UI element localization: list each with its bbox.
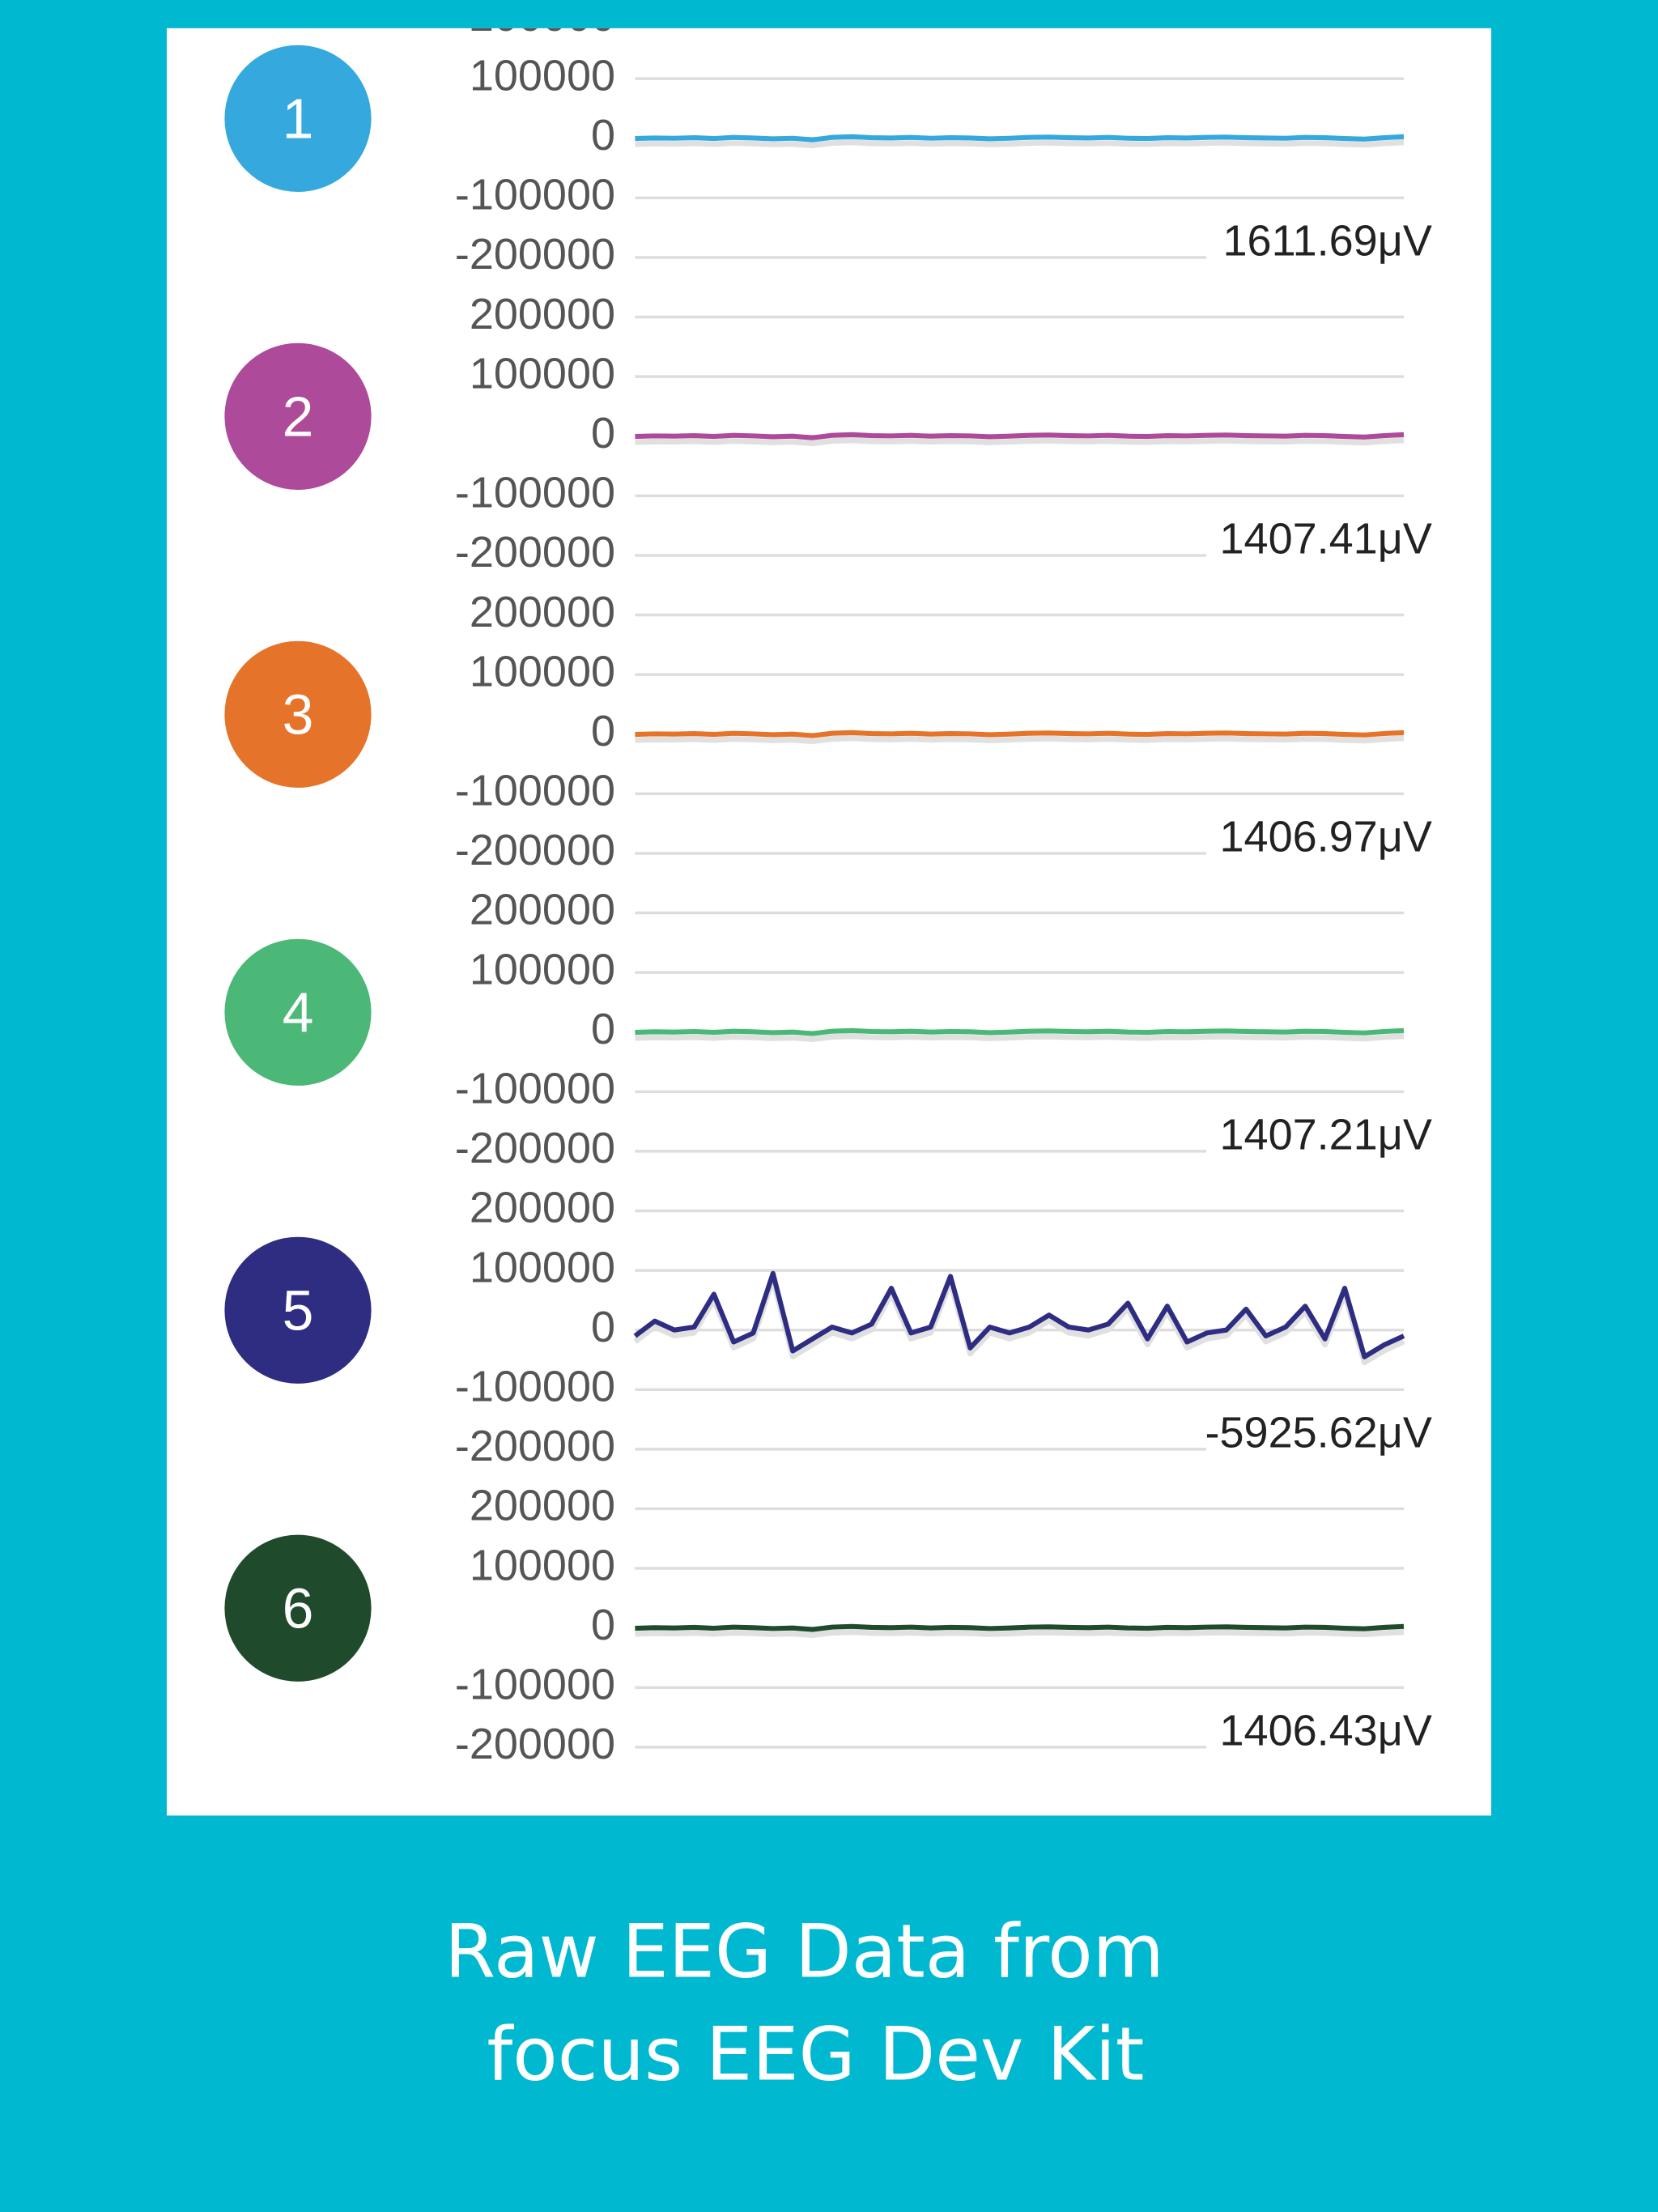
- y-tick-label: 100000: [470, 1243, 615, 1291]
- channel-badge: [224, 1236, 372, 1384]
- y-tick-label: 200000: [470, 1184, 615, 1232]
- line-shadow: [635, 1033, 1405, 1043]
- y-tick-label: -100000: [455, 469, 615, 517]
- chart-panel: [166, 28, 1492, 1816]
- y-tick-label: -200000: [455, 1720, 615, 1768]
- channel-badge: [224, 45, 372, 192]
- y-tick-label: -100000: [455, 767, 615, 815]
- readout-bg: [1206, 815, 1439, 865]
- y-tick-label: 100000: [470, 647, 615, 696]
- eeg-line: [635, 134, 1405, 143]
- line-shadow: [635, 139, 1405, 149]
- y-tick-label: 0: [591, 1005, 615, 1053]
- y-tick-label: 200000: [470, 588, 615, 636]
- y-tick-label: -200000: [455, 1124, 615, 1172]
- value-readout: 1407.21μV: [1220, 1111, 1432, 1159]
- y-tick-label: -200000: [455, 826, 615, 874]
- channel-number: 3: [283, 683, 314, 746]
- y-tick-label: -200000: [455, 528, 615, 576]
- y-tick-label: -200000: [455, 1422, 615, 1470]
- y-tick-label: -100000: [455, 1065, 615, 1113]
- value-readout: 1406.97μV: [1220, 813, 1432, 861]
- y-tick-label: 100000: [470, 945, 615, 993]
- channel-badge: [224, 640, 372, 788]
- y-tick-label: 100000: [470, 349, 615, 398]
- y-tick-label: 0: [591, 707, 615, 755]
- line-shadow: [635, 735, 1405, 745]
- y-tick-label: 200000: [470, 1482, 615, 1530]
- channel-badge: [224, 1534, 372, 1682]
- y-tick-label: -200000: [455, 230, 615, 279]
- channel-number: 1: [283, 87, 314, 150]
- value-readout: 1406.43μV: [1220, 1707, 1432, 1755]
- readout-bg: [1206, 1411, 1439, 1460]
- y-tick-label: 200000: [470, 0, 615, 40]
- y-tick-label: -100000: [455, 171, 615, 219]
- value-readout: 1611.69μV: [1223, 217, 1432, 266]
- readout-bg: [1206, 1709, 1439, 1758]
- readout-bg: [1206, 1113, 1439, 1162]
- charts: 2000001000000-100000-2000001611.69μV1200…: [224, 0, 1439, 1768]
- line-shadow: [635, 437, 1405, 447]
- y-tick-label: 0: [591, 111, 615, 160]
- readout-bg: [1206, 219, 1439, 269]
- y-tick-label: -100000: [455, 1661, 615, 1709]
- eeg-line: [633, 1270, 1405, 1359]
- value-readout: 1407.41μV: [1220, 515, 1432, 564]
- channel-number: 4: [283, 981, 314, 1044]
- y-tick-label: 0: [591, 1601, 615, 1649]
- line-shadow: [635, 1629, 1405, 1639]
- y-tick-label: 200000: [470, 886, 615, 934]
- channel-number: 6: [283, 1576, 314, 1640]
- caption-line: focus EEG Dev Kit: [487, 2013, 1144, 2098]
- y-tick-label: 0: [591, 409, 615, 457]
- y-tick-label: -100000: [455, 1363, 615, 1411]
- eeg-line: [635, 432, 1405, 440]
- y-tick-label: 100000: [470, 51, 615, 100]
- y-tick-label: 200000: [470, 290, 615, 338]
- channel-number: 5: [283, 1278, 314, 1342]
- eeg-line: [635, 1027, 1405, 1036]
- y-tick-label: 100000: [470, 1541, 615, 1589]
- channel-badge: [224, 342, 372, 490]
- channel-badge: [224, 938, 372, 1086]
- caption-line: Raw EEG Data from: [444, 1910, 1164, 1995]
- value-readout: -5925.62μV: [1205, 1409, 1432, 1457]
- eeg-line: [635, 1623, 1405, 1632]
- y-tick-label: 0: [591, 1303, 615, 1351]
- channel-number: 2: [283, 385, 314, 448]
- readout-bg: [1206, 517, 1439, 567]
- eeg-line: [635, 730, 1405, 738]
